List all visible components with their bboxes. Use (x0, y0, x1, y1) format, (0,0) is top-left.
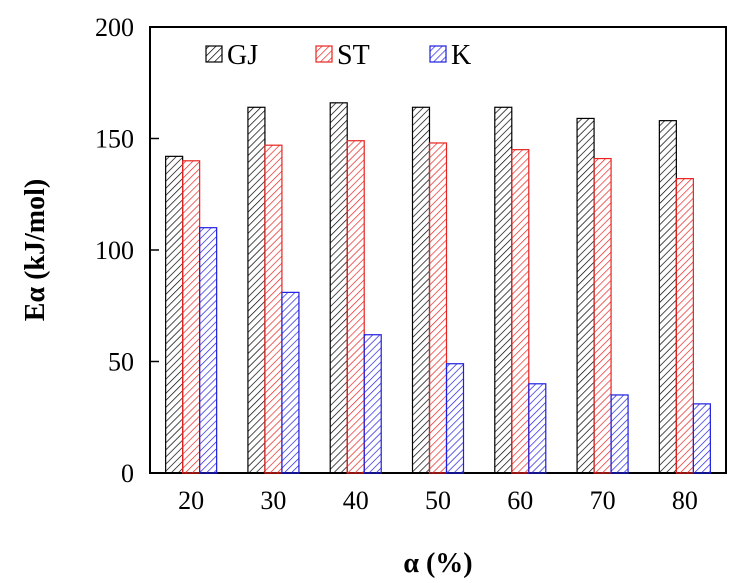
x-tick-label: 40 (343, 486, 369, 515)
bar-gj-80 (658, 120, 677, 474)
x-tick-label: 20 (178, 486, 204, 515)
bars-group (165, 102, 711, 474)
bar-gj-50 (411, 106, 431, 474)
bar-gj-30 (247, 106, 266, 474)
x-tick-label: 70 (590, 486, 616, 515)
bar-st-30 (264, 144, 283, 474)
x-axis: 20 30 40 50 60 70 80 (178, 486, 698, 515)
y-tick-label: 200 (95, 13, 134, 42)
bar-gj-40 (329, 102, 348, 474)
bar-k-20 (199, 227, 218, 474)
y-tick-label: 150 (95, 125, 134, 154)
legend-swatch-st (315, 45, 333, 63)
x-tick-label: 30 (260, 486, 286, 515)
bar-st-50 (428, 142, 448, 474)
bar-k-60 (528, 383, 547, 474)
legend-label-k: K (451, 40, 471, 71)
bar-k-50 (445, 363, 465, 474)
y-tick-label: 100 (95, 236, 134, 265)
bar-st-40 (346, 140, 365, 474)
bar-st-80 (675, 178, 694, 474)
bar-st-60 (511, 149, 530, 474)
y-axis: 0 50 100 150 200 (95, 13, 159, 488)
bar-gj-20 (165, 155, 184, 474)
x-tick-label: 80 (672, 486, 698, 515)
legend-swatch-k (429, 45, 447, 63)
legend: GJ ST K (205, 40, 471, 71)
bar-k-40 (363, 334, 382, 474)
y-tick-label: 50 (108, 348, 134, 377)
bar-k-30 (281, 291, 300, 474)
bar-gj-60 (494, 106, 513, 474)
y-axis-title: Eα (kJ/mol) (20, 179, 51, 321)
bar-k-80 (692, 403, 711, 474)
legend-label-gj: GJ (227, 40, 258, 71)
legend-label-st: ST (337, 40, 370, 71)
bar-st-20 (182, 160, 201, 474)
y-tick-label: 0 (121, 459, 134, 488)
legend-swatch-gj (205, 45, 223, 63)
bar-k-70 (610, 394, 629, 474)
x-tick-label: 60 (507, 486, 533, 515)
x-tick-label: 50 (425, 486, 451, 515)
bar-gj-70 (576, 117, 595, 474)
x-axis-title: α (%) (403, 548, 472, 579)
bar-st-70 (593, 157, 612, 474)
